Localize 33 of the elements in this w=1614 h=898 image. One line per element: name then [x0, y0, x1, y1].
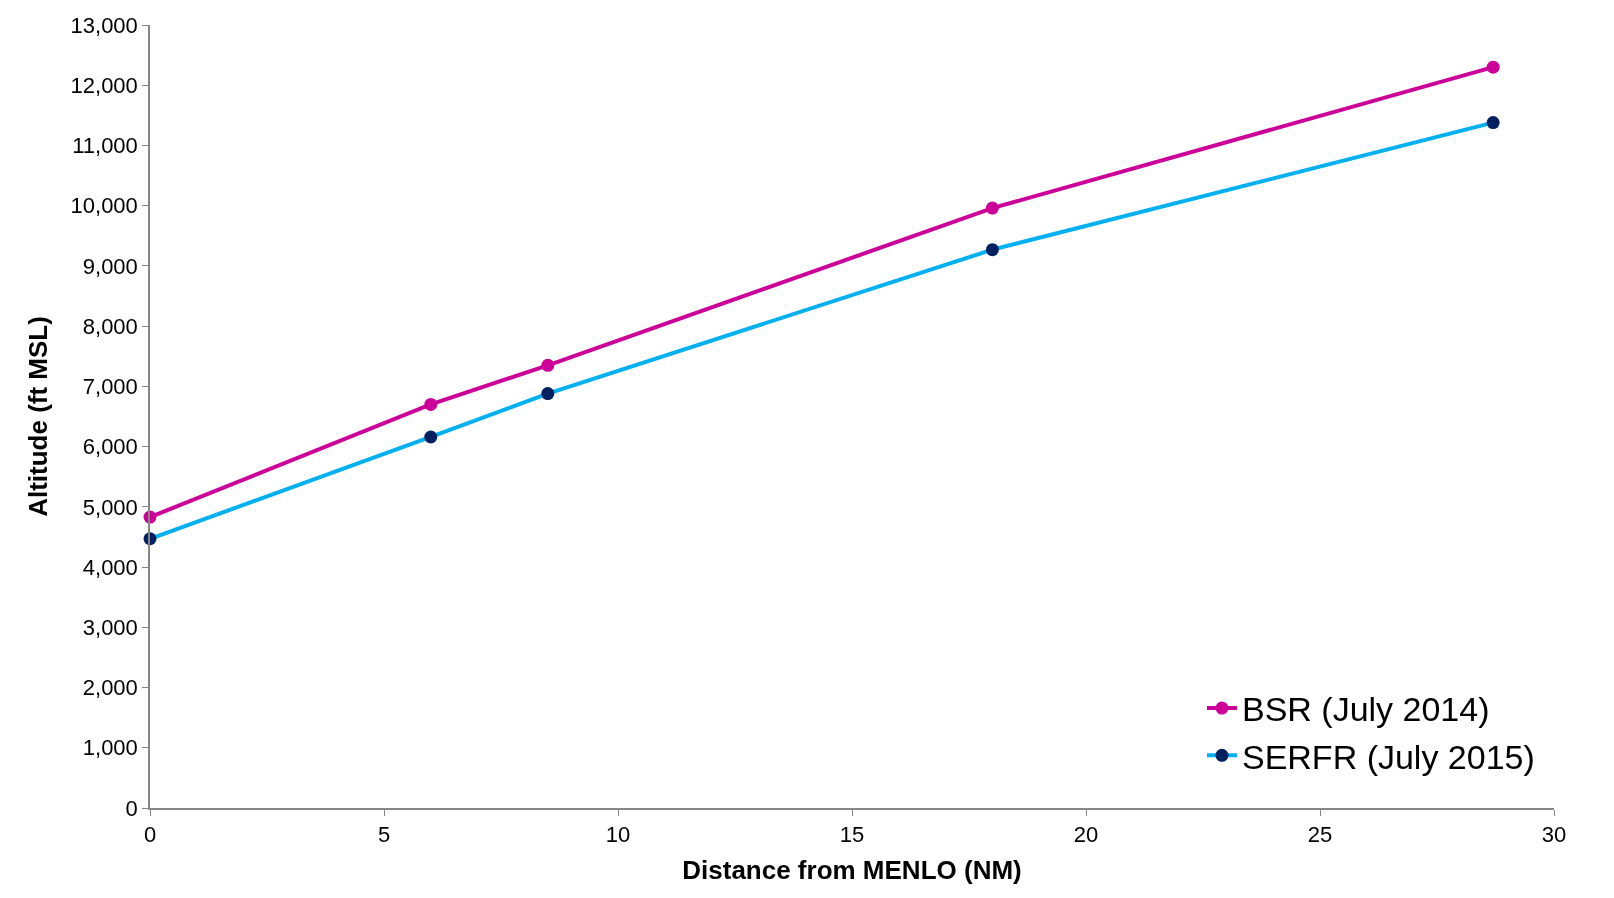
y-tick-label: 1,000: [82, 735, 138, 761]
x-tick-label: 0: [143, 822, 157, 848]
y-tick-label: 3,000: [82, 615, 138, 641]
x-tick-label: 20: [1073, 822, 1099, 848]
legend-label: SERFR (July 2015): [1241, 737, 1535, 776]
point: [1486, 60, 1500, 74]
y-tick-label: 9,000: [82, 253, 138, 279]
y-tick-label: 8,000: [82, 313, 138, 339]
y-tick-label: 6,000: [82, 434, 138, 460]
y-tick-label: 12,000: [70, 72, 138, 98]
x-tick-label: 10: [605, 822, 631, 848]
y-tick-label: 0: [125, 795, 138, 821]
legend-label: BSR (July 2014): [1241, 690, 1490, 729]
y-tick-label: 4,000: [82, 554, 138, 580]
point: [985, 201, 999, 215]
point: [424, 397, 438, 411]
y-tick-label: 7,000: [82, 374, 138, 400]
point: [541, 387, 555, 401]
point: [424, 430, 438, 444]
x-tick-label: 15: [839, 822, 865, 848]
x-tick-label: 30: [1541, 822, 1567, 848]
x-tick-label: 5: [377, 822, 391, 848]
point: [541, 358, 555, 372]
y-tick-label: 11,000: [72, 133, 138, 159]
point: [985, 243, 999, 257]
y-axis-title: Altitude (ft MSL): [23, 316, 54, 517]
x-axis-title: Distance from MENLO (NM): [682, 855, 1022, 886]
x-tick-label: 25: [1307, 822, 1333, 848]
y-tick-label: 2,000: [82, 675, 138, 701]
y-tick-label: 10,000: [70, 193, 138, 219]
point: [1486, 116, 1500, 130]
y-tick-label: 5,000: [82, 494, 138, 520]
y-tick-label: 13,000: [70, 12, 138, 38]
